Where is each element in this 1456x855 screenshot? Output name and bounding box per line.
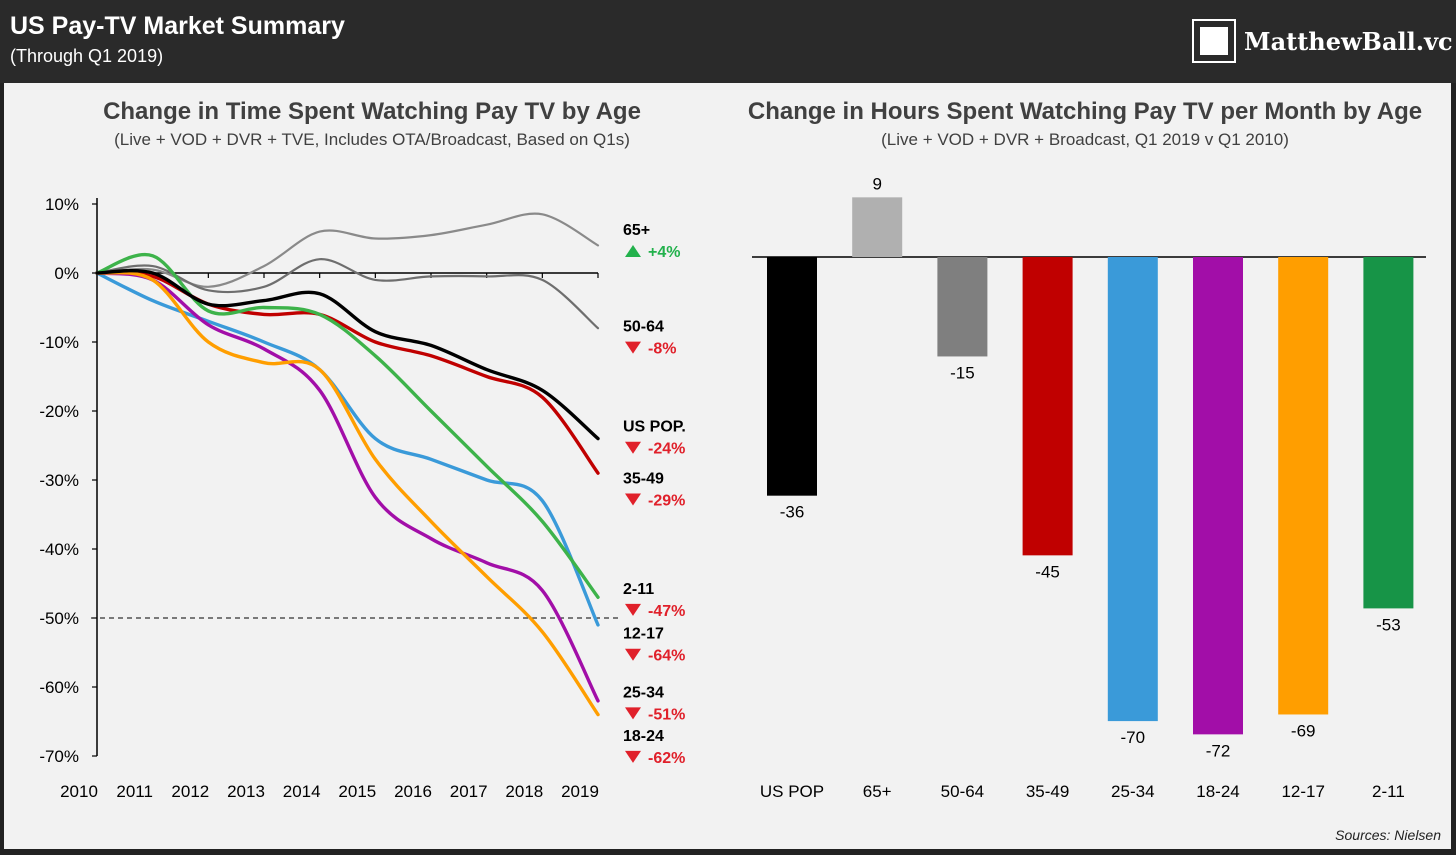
bar-1 xyxy=(852,197,903,257)
series-change-age_12_17: -62% xyxy=(648,750,685,767)
series-line-age_25_34 xyxy=(95,271,600,627)
x-tick-label: 2013 xyxy=(227,782,265,801)
bar-category-label: 65+ xyxy=(863,782,892,801)
bar-7 xyxy=(1363,257,1414,609)
triangle-down-icon xyxy=(625,648,641,661)
bar-category-label: 12-17 xyxy=(1281,782,1324,801)
sources-note: Sources: Nielsen xyxy=(1335,827,1441,843)
series-change-age_50_64: -8% xyxy=(648,341,676,358)
bar-category-label: US POP xyxy=(760,782,824,801)
series-end-label-age_65: 65+ xyxy=(623,222,650,239)
bar-category-label: 2-11 xyxy=(1372,782,1405,801)
chart-panel: Change in Time Spent Watching Pay TV by … xyxy=(4,83,1451,849)
line-chart-axes: 10% 0% -10% -20% -30% -40% -50% -60% -70% 2010 201… xyxy=(39,195,618,801)
bar-value-label: -15 xyxy=(950,363,975,382)
bar-value-label: -36 xyxy=(780,503,805,522)
brand-logo-icon xyxy=(1192,19,1236,63)
bar-3 xyxy=(1022,257,1073,556)
y-tick-label: -40% xyxy=(39,540,79,559)
y-tick-label: 0% xyxy=(54,264,79,283)
series-change-age_18_24: -51% xyxy=(648,706,685,723)
bar-6 xyxy=(1278,257,1329,715)
series-change-age_35_49: -29% xyxy=(648,492,685,509)
x-tick-label: 2014 xyxy=(283,782,321,801)
page-title: US Pay-TV Market Summary xyxy=(10,12,345,40)
series-change-us_pop: -24% xyxy=(648,441,685,458)
series-end-label-age_12_17: 18-24 xyxy=(623,728,664,745)
bar-value-label: -70 xyxy=(1121,728,1146,747)
x-tick-label: 2010 xyxy=(60,782,98,801)
bar-value-label: -72 xyxy=(1206,741,1231,760)
y-tick-label: 10% xyxy=(45,195,79,214)
y-tick-label: -50% xyxy=(39,609,79,628)
line-chart-subtitle: (Live + VOD + DVR + TVE, Includes OTA/Br… xyxy=(114,130,630,149)
triangle-down-icon xyxy=(625,603,641,616)
series-end-label-age_18_24: 25-34 xyxy=(623,684,664,701)
triangle-down-icon xyxy=(625,441,641,454)
bar-value-label: -69 xyxy=(1291,721,1316,740)
bar-value-label: -45 xyxy=(1035,562,1060,581)
triangle-down-icon xyxy=(625,707,641,720)
bar-value-label: -53 xyxy=(1376,615,1401,634)
y-tick-label: -60% xyxy=(39,678,79,697)
bar-category-label: 35-49 xyxy=(1026,782,1069,801)
x-tick-label: 2015 xyxy=(338,782,376,801)
series-change-age_2_11: -47% xyxy=(648,603,685,620)
series-end-label-us_pop: US POP. xyxy=(623,419,686,436)
x-tick-label: 2012 xyxy=(171,782,209,801)
triangle-down-icon xyxy=(625,750,641,763)
bar-value-label: 9 xyxy=(872,174,881,193)
y-tick-label: -30% xyxy=(39,471,79,490)
series-change-age_25_34: -64% xyxy=(648,648,685,665)
triangle-up-icon xyxy=(625,245,641,258)
x-tick-label: 2018 xyxy=(505,782,543,801)
series-line-age_50_64 xyxy=(95,258,600,330)
y-tick-label: -10% xyxy=(39,333,79,352)
bar-chart: Change in Hours Spent Watching Pay TV pe… xyxy=(748,98,1426,801)
x-tick-label: 2017 xyxy=(450,782,488,801)
bar-0 xyxy=(767,257,817,496)
series-end-label-age_35_49: 35-49 xyxy=(623,470,664,487)
x-tick-label: 2011 xyxy=(116,782,153,801)
y-tick-label: -20% xyxy=(39,402,79,421)
series-end-label-age_2_11: 2-11 xyxy=(623,581,654,598)
series-line-age_18_24 xyxy=(95,271,600,703)
brand-name: MatthewBall.vc xyxy=(1244,26,1453,56)
bar-category-label: 25-34 xyxy=(1111,782,1154,801)
brand: MatthewBall.vc xyxy=(1192,16,1453,66)
series-change-age_65: +4% xyxy=(648,244,680,261)
bar-5 xyxy=(1193,257,1243,735)
line-chart-title: Change in Time Spent Watching Pay TV by … xyxy=(103,98,641,125)
bar-category-label: 18-24 xyxy=(1196,782,1239,801)
line-chart: Change in Time Spent Watching Pay TV by … xyxy=(39,98,686,801)
series-end-label-age_25_34: 12-17 xyxy=(623,626,664,643)
page-subtitle: (Through Q1 2019) xyxy=(10,46,164,66)
line-chart-end-labels: 65+ +4% 50-64 -8% US POP. -24% 35-49 -29% 2-11 -4… xyxy=(623,222,686,767)
triangle-down-icon xyxy=(625,493,641,506)
y-tick-label: -70% xyxy=(39,747,79,766)
series-line-age_12_17 xyxy=(95,270,600,717)
bar-chart-subtitle: (Live + VOD + DVR + Broadcast, Q1 2019 v… xyxy=(881,130,1289,149)
charts-svg: Change in Time Spent Watching Pay TV by … xyxy=(39,98,1426,801)
series-line-age_2_11 xyxy=(95,252,600,599)
series-end-label-age_50_64: 50-64 xyxy=(623,319,664,336)
bar-chart-title: Change in Hours Spent Watching Pay TV pe… xyxy=(748,98,1422,125)
bar-category-label: 50-64 xyxy=(941,782,984,801)
bar-4 xyxy=(1107,257,1158,722)
bar-chart-bars: -36 US POP 9 65+ -15 50-64 -45 35-49 -70 25-34 -72… xyxy=(752,174,1426,801)
triangle-down-icon xyxy=(625,341,641,354)
x-tick-label: 2016 xyxy=(394,782,432,801)
header: US Pay-TV Market Summary (Through Q1 201… xyxy=(0,0,1456,83)
line-chart-series xyxy=(95,212,600,717)
x-tick-label: 2019 xyxy=(561,782,599,801)
bar-2 xyxy=(937,257,988,357)
series-line-us_pop xyxy=(95,269,600,441)
